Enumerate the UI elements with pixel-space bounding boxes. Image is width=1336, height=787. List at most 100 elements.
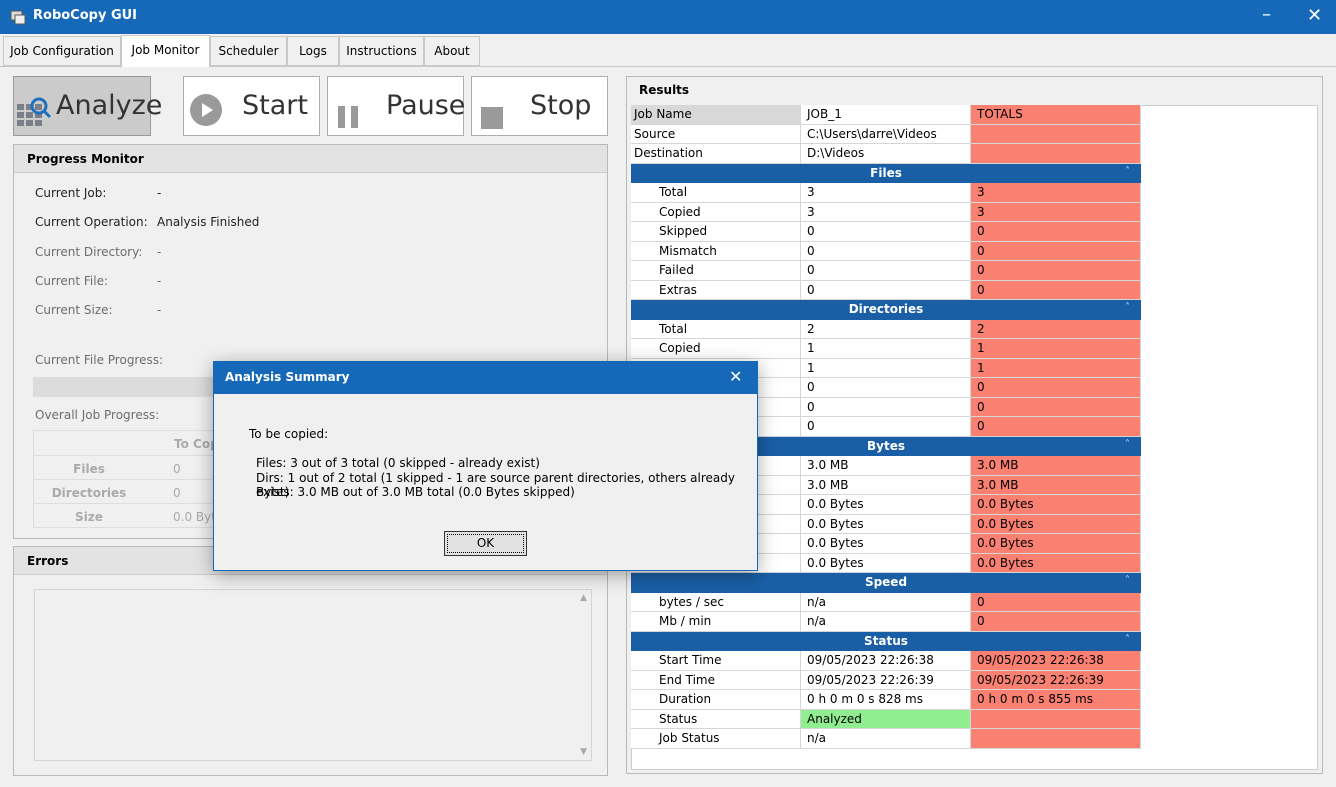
grid-cell: Mismatch (631, 241, 801, 261)
close-button[interactable]: ✕ (1307, 5, 1323, 26)
row-value: 0 (173, 486, 181, 500)
dialog-line: Dirs: 1 out of 2 total (1 skipped - 1 ar… (256, 470, 735, 499)
tab[interactable]: Job Monitor (121, 35, 210, 67)
section-header[interactable]: Directories (631, 300, 1141, 320)
row-label: Size (75, 510, 103, 524)
button-icon (189, 90, 223, 148)
field-label: Current Operation: (35, 215, 148, 229)
minimize-button[interactable]: – (1262, 4, 1271, 25)
grid-cell: 0 (801, 378, 971, 398)
stop-icon (481, 107, 503, 129)
button-icon (480, 93, 504, 151)
grid-cell: JOB_1 (801, 105, 971, 125)
grid-cell: 3 (971, 183, 1141, 203)
toolbar-button[interactable]: Start (183, 76, 320, 136)
grid-cell: 1 (801, 339, 971, 359)
button-label: Analyze (56, 90, 163, 121)
collapse-arrow: ˄ (1125, 302, 1130, 313)
grid-cell: Start Time (631, 651, 801, 671)
tab[interactable]: Instructions (339, 36, 424, 66)
field-label: Current File: (35, 274, 109, 288)
grid-cell (971, 709, 1141, 729)
window-title: RoboCopy GUI (33, 8, 138, 23)
dialog-title: Analysis Summary (225, 370, 350, 384)
grid-cell: n/a (801, 729, 971, 749)
grid-cell: Skipped (631, 222, 801, 242)
ok-button[interactable]: OK (444, 531, 527, 556)
grid-cell: 0 (801, 417, 971, 437)
grid-cell: End Time (631, 670, 801, 690)
grid-cell: 0.0 Bytes (971, 534, 1141, 554)
scroll-down[interactable]: ▼ (580, 747, 587, 757)
grid-cell (971, 729, 1141, 749)
grid-cell: Copied (631, 339, 801, 359)
app-icon (10, 10, 26, 25)
pause-icon (338, 106, 358, 128)
grid-cell: 0.0 Bytes (971, 495, 1141, 515)
grid-cell: 1 (801, 358, 971, 378)
toolbar-button[interactable]: Stop (471, 76, 608, 136)
dialog-close[interactable]: ✕ (729, 367, 743, 386)
grid-cell: 0 (801, 280, 971, 300)
analyze-icon (17, 97, 52, 126)
scroll-up[interactable]: ▲ (580, 593, 587, 603)
grid-cell: 0 (971, 280, 1141, 300)
button-icon (17, 89, 53, 147)
grid-cell: 0 (971, 397, 1141, 417)
grid-cell: Job Name (631, 105, 801, 125)
field-label: Current Size: (35, 303, 113, 317)
grid-cell: 0.0 Bytes (801, 495, 971, 515)
grid-cell: Mb / min (631, 612, 801, 632)
grid-cell: Destination (631, 144, 801, 164)
toolbar-button[interactable]: Analyze (13, 76, 162, 136)
grid-cell: Job Status (631, 729, 801, 749)
grid-cell: Extras (631, 280, 801, 300)
row-label: Files (73, 462, 105, 476)
grid-cell: Duration (631, 690, 801, 710)
collapse-arrow: ˄ (1125, 633, 1130, 645)
section-header[interactable]: Speed (631, 573, 1141, 593)
grid-cell: 3.0 MB (971, 475, 1141, 495)
grid-cell: 1 (971, 358, 1141, 378)
section-header[interactable]: Status (631, 631, 1141, 651)
field-label: Current Directory: (35, 245, 143, 259)
grid-cell: 0 (971, 417, 1141, 437)
grid-cell: Copied (631, 202, 801, 222)
section-header[interactable]: Files (631, 163, 1141, 183)
grid-cell: 09/05/2023 22:26:39 (971, 670, 1141, 690)
grid-cell: 3 (971, 202, 1141, 222)
grid-cell: 3.0 MB (801, 456, 971, 476)
field-value: - (157, 186, 162, 200)
dialog: Analysis Summary ✕ To be copied: OK File… (213, 361, 758, 571)
button-label: Start (242, 90, 308, 121)
tab[interactable]: About (424, 36, 480, 66)
section-header[interactable]: Bytes (631, 436, 1141, 456)
button-label: Stop (530, 90, 592, 121)
tab[interactable]: Scheduler (210, 36, 287, 66)
field-value: - (157, 303, 162, 317)
grid-cell: Source (631, 124, 801, 144)
grid-cell: 0 (801, 397, 971, 417)
errors-textbox[interactable]: ▲ ▼ (34, 589, 592, 761)
grid-cell: 0 (971, 222, 1141, 242)
tab-page (0, 66, 1336, 787)
tab[interactable]: Job Configuration (3, 36, 121, 66)
grid-cell: Analyzed (801, 709, 971, 729)
grid-cell: 3 (801, 202, 971, 222)
grid-cell: bytes / sec (631, 592, 801, 612)
collapse-arrow: ˄ (1125, 575, 1130, 586)
grid-cell: 0.0 Bytes (971, 553, 1141, 573)
grid-cell: TOTALS (971, 105, 1141, 125)
dialog-line: Files: 3 out of 3 total (0 skipped - alr… (256, 456, 540, 470)
row-value: 0 (173, 462, 181, 476)
panel-header: Progress Monitor (14, 145, 607, 173)
tab[interactable]: Logs (287, 36, 339, 66)
grid-cell: 0 (801, 261, 971, 281)
field-label: Current File Progress: (35, 353, 164, 367)
row-label: Directories (51, 486, 127, 500)
grid-cell: 3.0 MB (801, 475, 971, 495)
grid-cell: n/a (801, 612, 971, 632)
toolbar-button[interactable]: Pause (327, 76, 465, 136)
grid-cell: Failed (631, 261, 801, 281)
grid-cell: 0.0 Bytes (971, 514, 1141, 534)
